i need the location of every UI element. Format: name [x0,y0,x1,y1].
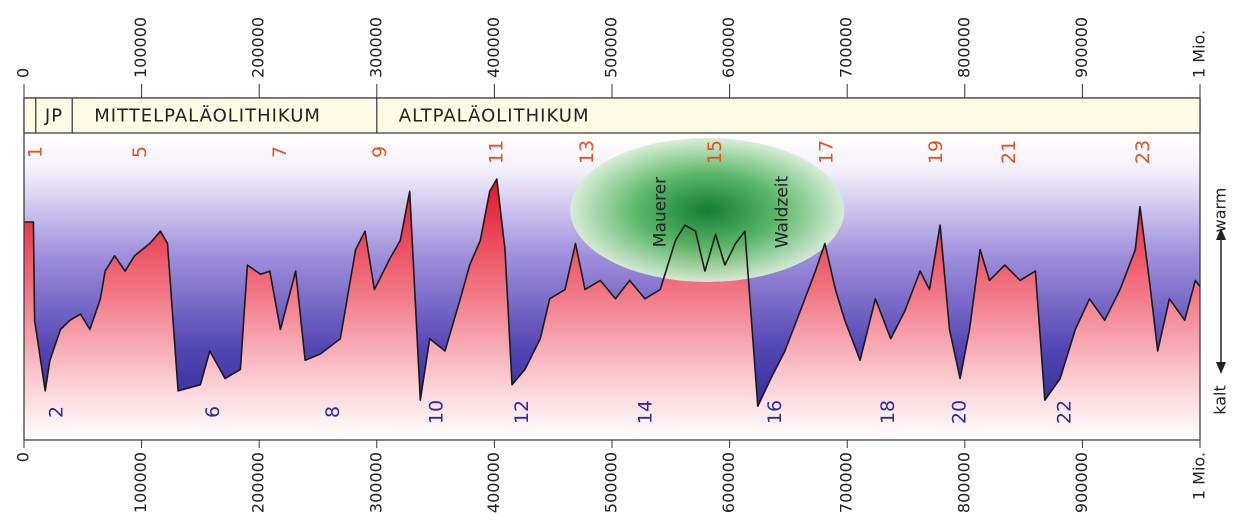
stage-label: 16 [764,400,786,424]
arrow-head-up [1216,228,1226,240]
stage-label: 5 [129,146,151,158]
x-tick-label-top: 400000 [484,17,503,78]
stage-label: 12 [511,400,533,424]
warm-area [24,179,1200,440]
x-tick-label-bottom: 100000 [131,452,150,513]
x-tick-label-bottom: 400000 [484,452,503,513]
stage-label: 13 [576,140,598,164]
x-tick-label-top: 0 [14,68,33,78]
stage-label: 8 [322,406,344,418]
annotation-text: Waldzeit [772,175,792,248]
stage-label: 1 [24,146,46,158]
stage-label: 23 [1132,140,1154,164]
period-label: MITTELPALÄOLITHIKUM [94,106,321,127]
x-tick-label-top: 300000 [366,17,385,78]
x-tick-label-bottom: 700000 [837,452,856,513]
x-tick-label-top: 100000 [131,17,150,78]
stage-label: 21 [998,140,1020,164]
climate-line [24,178,1201,407]
period-label: JP [44,106,63,127]
stage-label: 17 [816,140,838,164]
x-tick-label-top: 500000 [602,17,621,78]
scale-label-kalt: kalt [1211,385,1230,415]
stage-label: 20 [949,400,971,424]
stage-label: 9 [369,146,391,158]
x-tick-label-top: 200000 [249,17,268,78]
x-tick-label-top: 1 Mio. [1190,30,1209,78]
stage-label: 22 [1053,400,1075,424]
stage-label: 2 [45,406,67,418]
x-tick-label-bottom: 200000 [249,452,268,513]
scale-label-warm: warm [1211,188,1230,233]
stage-label: 11 [485,140,507,164]
stage-label: 7 [269,146,291,158]
stage-label: 14 [635,400,657,424]
period-label: ALTPALÄOLITHIKUM [399,106,590,127]
annotation-text: Mauerer [650,177,670,247]
period-band [23,97,1201,134]
annotation-ellipse [570,138,845,282]
x-tick-label-top: 800000 [954,17,973,78]
x-tick-label-bottom: 600000 [719,452,738,513]
stage-label: 18 [877,400,899,424]
x-tick-label-top: 700000 [837,17,856,78]
x-tick-label-bottom: 300000 [366,452,385,513]
stage-label: 10 [425,400,447,424]
stage-label: 15 [704,140,726,164]
x-tick-label-top: 900000 [1072,17,1091,78]
x-tick-label-top: 600000 [719,17,738,78]
stage-label: 6 [202,406,224,418]
x-tick-label-bottom: 500000 [602,452,621,513]
x-tick-label-bottom: 0 [14,452,33,462]
x-tick-label-bottom: 1 Mio. [1190,452,1209,500]
x-tick-label-bottom: 900000 [1072,452,1091,513]
arrow-head-down [1216,362,1226,374]
stage-label: 19 [925,140,947,164]
x-tick-label-bottom: 800000 [954,452,973,513]
